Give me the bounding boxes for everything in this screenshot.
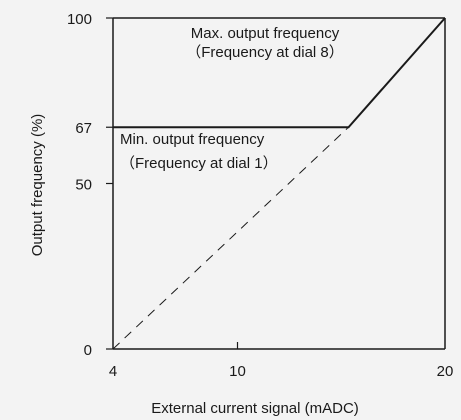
x-axis-title: External current signal (mADC) xyxy=(151,400,359,417)
x-tick-label-20: 20 xyxy=(437,363,454,380)
y-tick-label-100: 100 xyxy=(67,11,92,28)
annotation-min-line-2: （Frequency at dial 1） xyxy=(120,155,278,172)
tick-layer: 0 50 67 100 4 10 20 xyxy=(67,11,453,380)
annotation-min-line-1: Min. output frequency xyxy=(120,131,265,148)
y-axis-title: Output frequency (%) xyxy=(29,114,46,257)
annotation-min: Min. output frequency （Frequency at dial… xyxy=(120,131,278,172)
annotation-max: Max. output frequency （Frequency at dial… xyxy=(186,25,344,61)
series-layer xyxy=(112,17,446,350)
annotation-max-line-1: Max. output frequency xyxy=(191,25,340,42)
plot-frame xyxy=(112,17,446,350)
y-tick-label-50: 50 xyxy=(75,177,92,194)
x-tick-label-4: 4 xyxy=(109,363,117,380)
y-tick-label-0: 0 xyxy=(84,342,92,359)
series-line-1 xyxy=(112,126,349,350)
y-tick-label-67: 67 xyxy=(75,120,92,137)
annotation-max-line-2: （Frequency at dial 8） xyxy=(186,44,344,61)
x-tick-label-10: 10 xyxy=(229,363,246,380)
